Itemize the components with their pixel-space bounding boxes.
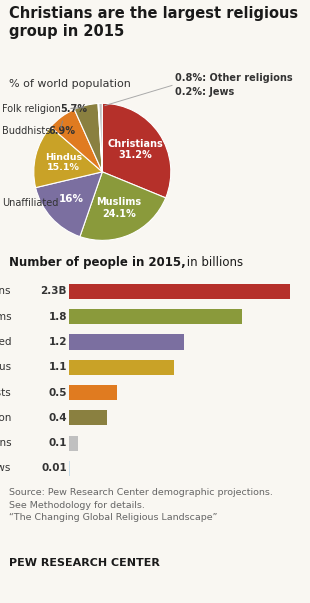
Bar bbox=[69, 385, 117, 400]
Text: Hindus: Hindus bbox=[0, 362, 11, 372]
Bar bbox=[69, 283, 290, 299]
Text: Muslims
24.1%: Muslims 24.1% bbox=[96, 197, 141, 219]
Wedge shape bbox=[51, 109, 102, 172]
Wedge shape bbox=[34, 127, 102, 188]
Text: 6.9%: 6.9% bbox=[48, 125, 75, 136]
Text: Unaffiliated: Unaffiliated bbox=[0, 337, 11, 347]
Text: 0.4: 0.4 bbox=[48, 413, 67, 423]
Bar bbox=[69, 461, 70, 476]
Text: 0.5: 0.5 bbox=[48, 388, 67, 397]
Bar bbox=[69, 435, 78, 451]
Bar bbox=[69, 359, 175, 375]
Text: 0.2%: Jews: 0.2%: Jews bbox=[175, 87, 234, 98]
Text: Christians: Christians bbox=[0, 286, 11, 296]
Text: Muslims: Muslims bbox=[0, 312, 11, 321]
Text: PEW RESEARCH CENTER: PEW RESEARCH CENTER bbox=[9, 558, 160, 568]
Bar bbox=[69, 410, 107, 426]
Bar bbox=[69, 334, 184, 350]
Text: Buddhists: Buddhists bbox=[2, 125, 54, 136]
Text: Other religions: Other religions bbox=[0, 438, 11, 448]
Text: 0.8%: Other religions: 0.8%: Other religions bbox=[175, 74, 293, 83]
Text: Folk religion: Folk religion bbox=[0, 413, 11, 423]
Text: 5.7%: 5.7% bbox=[60, 104, 87, 113]
Wedge shape bbox=[80, 172, 166, 241]
Text: Folk religion: Folk religion bbox=[2, 104, 64, 113]
Text: Hindus
15.1%: Hindus 15.1% bbox=[45, 153, 82, 172]
Wedge shape bbox=[36, 172, 102, 236]
Wedge shape bbox=[99, 103, 102, 172]
Text: in billions: in billions bbox=[183, 256, 243, 269]
Text: 2.3B: 2.3B bbox=[40, 286, 67, 296]
Text: 0.1: 0.1 bbox=[48, 438, 67, 448]
Text: 1.8: 1.8 bbox=[48, 312, 67, 321]
Text: Jews: Jews bbox=[0, 464, 11, 473]
Text: Source: Pew Research Center demographic projections.
See Methodology for details: Source: Pew Research Center demographic … bbox=[9, 488, 273, 522]
Wedge shape bbox=[74, 104, 102, 172]
Bar bbox=[69, 309, 242, 324]
Text: Christians are the largest religious
group in 2015: Christians are the largest religious gro… bbox=[9, 6, 299, 39]
Text: Number of people in 2015,: Number of people in 2015, bbox=[9, 256, 186, 269]
Text: 16%: 16% bbox=[59, 194, 84, 204]
Text: Buddhists: Buddhists bbox=[0, 388, 11, 397]
Text: 1.1: 1.1 bbox=[48, 362, 67, 372]
Wedge shape bbox=[102, 103, 171, 198]
Text: Christians
31.2%: Christians 31.2% bbox=[108, 139, 163, 160]
Text: 0.01: 0.01 bbox=[41, 464, 67, 473]
Text: Unaffiliated: Unaffiliated bbox=[2, 198, 58, 208]
Text: % of world population: % of world population bbox=[9, 80, 131, 89]
Wedge shape bbox=[98, 104, 102, 172]
Text: 1.2: 1.2 bbox=[48, 337, 67, 347]
